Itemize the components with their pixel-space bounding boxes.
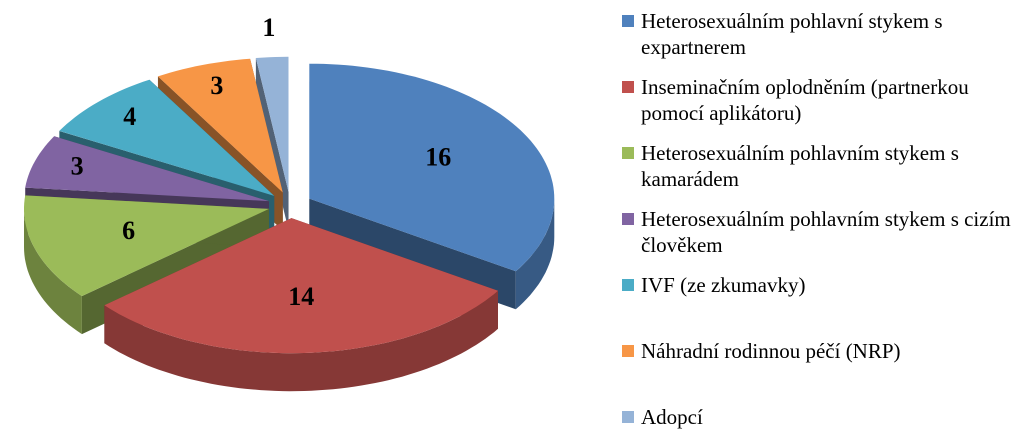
legend-item: Náhradní rodinnou péčí (NRP)	[622, 338, 1032, 364]
legend-label: Heterosexuálním pohlavním stykem s cizím…	[641, 207, 1011, 257]
data-label: 6	[122, 216, 135, 245]
slice-wall	[104, 290, 499, 392]
legend-swatch	[622, 279, 634, 291]
legend-item: IVF (ze zkumavky)	[622, 272, 1032, 298]
legend-item: Heterosexuálním pohlavní stykem s expart…	[622, 8, 1032, 60]
legend-label: Inseminačním oplodněním (partnerkou pomo…	[641, 75, 969, 125]
slice-top	[255, 56, 289, 192]
pie-area: 16 14 6 3 4 3 1	[24, 13, 555, 392]
legend-swatch	[622, 81, 634, 93]
slice-top	[309, 63, 555, 272]
legend-label: Náhradní rodinnou péčí (NRP)	[641, 339, 901, 363]
legend-swatch	[622, 147, 634, 159]
slice	[104, 218, 499, 392]
slice-top	[157, 58, 283, 193]
legend-item: Inseminačním oplodněním (partnerkou pomo…	[622, 74, 1032, 126]
data-label: 1	[262, 13, 275, 42]
slice-top	[59, 79, 275, 196]
legend-swatch	[622, 15, 634, 27]
data-label: 16	[425, 143, 451, 172]
legend-swatch	[622, 213, 634, 225]
data-label: 3	[210, 71, 223, 100]
slice-top	[25, 136, 269, 202]
slice-wall	[515, 198, 555, 310]
legend-label: Heterosexuálním pohlavním stykem s kamar…	[641, 141, 959, 191]
slice-wall	[24, 208, 82, 335]
legend-label: Adopcí	[641, 405, 703, 429]
legend-label: IVF (ze zkumavky)	[641, 273, 806, 297]
data-label: 14	[288, 282, 314, 311]
legend-label: Heterosexuálním pohlavní stykem s expart…	[641, 9, 943, 59]
legend-item: Heterosexuálním pohlavním stykem s cizím…	[622, 206, 1032, 258]
legend-swatch	[622, 411, 634, 423]
data-label: 4	[123, 102, 136, 131]
slice-top	[24, 195, 269, 297]
data-label: 3	[71, 151, 84, 180]
legend-item: Adopcí	[622, 404, 1032, 430]
legend-swatch	[622, 345, 634, 357]
slice-top	[104, 218, 499, 354]
legend-item: Heterosexuálním pohlavním stykem s kamar…	[622, 140, 1032, 192]
